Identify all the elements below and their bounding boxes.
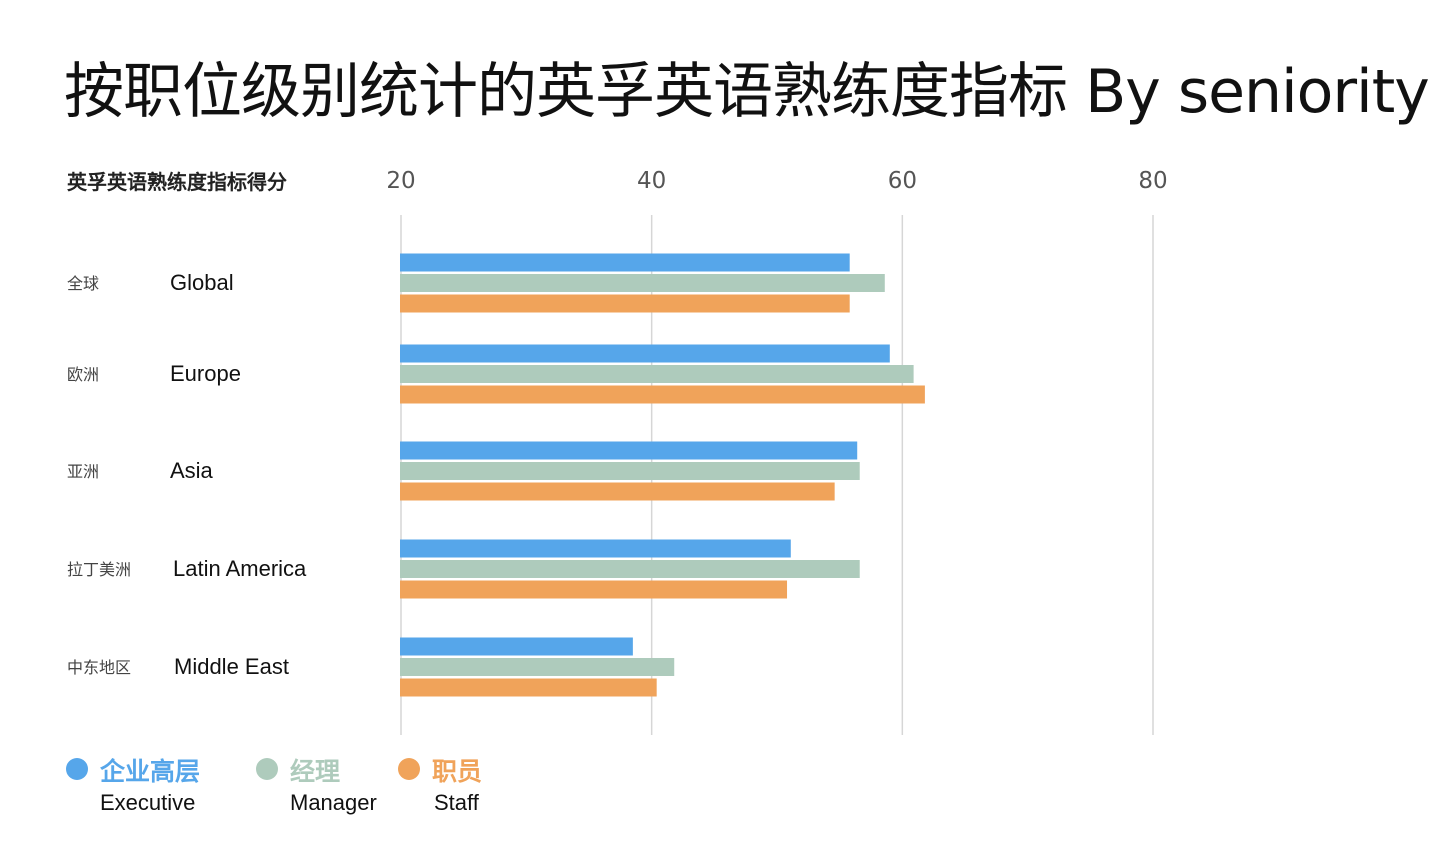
category-label-cn: 全球 [67, 274, 100, 293]
bar-executive-europe [400, 344, 890, 363]
legend-label-cn: 职员 [432, 757, 483, 786]
x-tick-label: 80 [1138, 168, 1168, 194]
bar-manager-europe [400, 365, 914, 383]
x-tick-label: 60 [887, 168, 917, 194]
x-axis-label: 英孚英语熟练度指标得分 [67, 170, 287, 194]
bar-staff-europe [400, 385, 925, 404]
legend-label-en: Manager [290, 790, 377, 815]
bar-executive-global [400, 253, 850, 272]
category-label-en: Europe [170, 361, 241, 386]
bar-executive-latin-america [400, 539, 791, 558]
legend-label-cn: 企业高层 [100, 757, 201, 786]
category-label-en: Global [170, 270, 234, 295]
bar-staff-middle-east [400, 678, 657, 697]
legend-swatch [398, 758, 420, 780]
legend-swatch [66, 758, 88, 780]
bar-staff-latin-america [400, 580, 788, 599]
category-label-cn: 拉丁美洲 [67, 560, 132, 579]
x-tick-label: 20 [386, 168, 416, 194]
category-label-en: Middle East [174, 654, 289, 679]
category-label-cn: 欧洲 [67, 365, 100, 384]
bar-executive-middle-east [400, 637, 633, 656]
category-label-cn: 中东地区 [67, 658, 132, 677]
legend-label-cn: 经理 [290, 757, 341, 786]
chart-title: 按职位级别统计的英孚英语熟练度指标 By seniority [64, 57, 1430, 127]
bar-manager-middle-east [400, 658, 675, 676]
bar-manager-global [400, 274, 885, 292]
bar-manager-latin-america [400, 560, 860, 578]
category-label-cn: 亚洲 [67, 462, 100, 481]
bar-staff-global [400, 294, 850, 313]
x-tick-label: 40 [637, 168, 667, 194]
bar-executive-asia [400, 441, 858, 460]
category-label-en: Latin America [173, 556, 307, 581]
category-label-en: Asia [170, 458, 213, 483]
legend-swatch [256, 758, 278, 780]
bar-manager-asia [400, 462, 860, 480]
legend-label-en: Executive [100, 790, 196, 815]
bar-staff-asia [400, 482, 835, 501]
legend-label-en: Staff [434, 790, 479, 815]
